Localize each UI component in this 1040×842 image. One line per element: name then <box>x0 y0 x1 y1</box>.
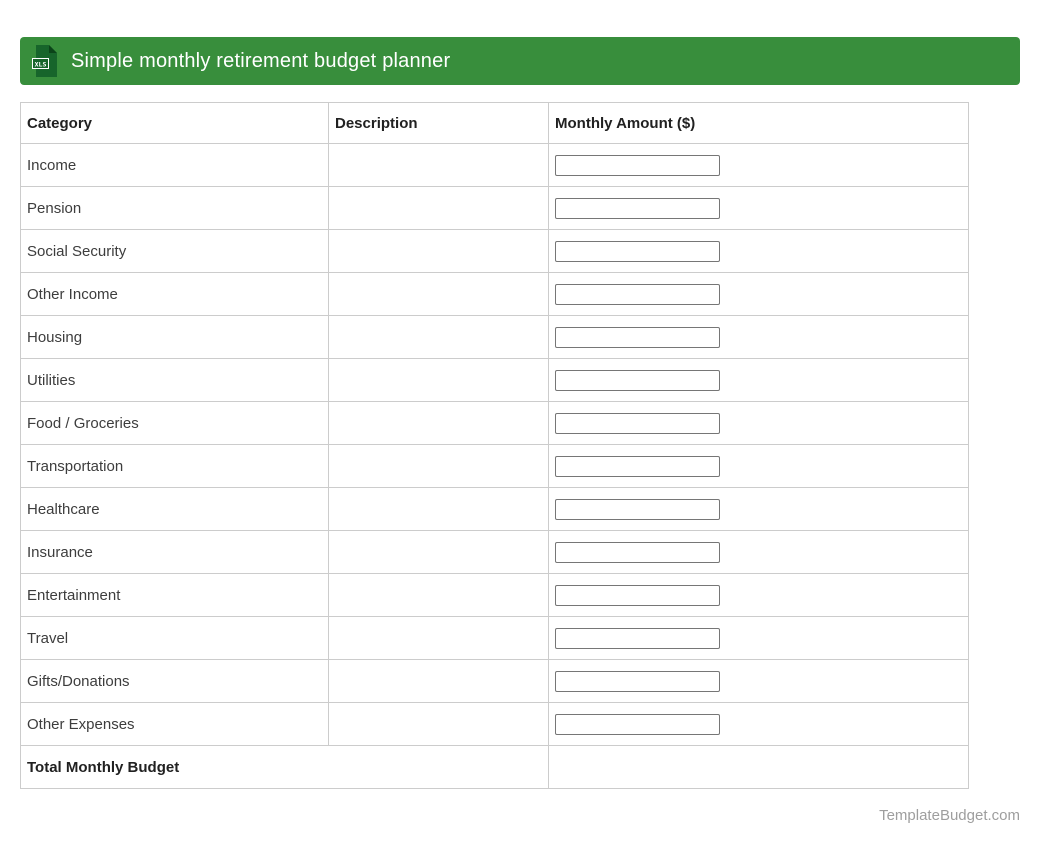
table-row: Healthcare <box>20 487 969 531</box>
amount-input[interactable] <box>555 369 720 391</box>
table-header-row: Category Description Monthly Amount ($) <box>20 102 969 144</box>
category-cell: Travel <box>20 616 329 660</box>
amount-cell <box>548 616 969 660</box>
category-cell: Housing <box>20 315 329 359</box>
budget-table: Category Description Monthly Amount ($) … <box>20 102 969 789</box>
amount-cell <box>548 358 969 402</box>
table-row: Gifts/Donations <box>20 659 969 703</box>
amount-input[interactable] <box>555 240 720 262</box>
table-row: Utilities <box>20 358 969 402</box>
page-title: Simple monthly retirement budget planner <box>71 49 451 72</box>
category-cell: Other Income <box>20 272 329 316</box>
amount-input[interactable] <box>555 627 720 649</box>
description-cell <box>328 401 549 445</box>
category-cell: Food / Groceries <box>20 401 329 445</box>
amount-input[interactable] <box>555 455 720 477</box>
category-cell: Gifts/Donations <box>20 659 329 703</box>
description-cell <box>328 530 549 574</box>
total-amount-cell <box>548 745 969 789</box>
amount-input[interactable] <box>555 670 720 692</box>
category-cell: Other Expenses <box>20 702 329 746</box>
table-row: Housing <box>20 315 969 359</box>
amount-input[interactable] <box>555 412 720 434</box>
amount-input[interactable] <box>555 541 720 563</box>
column-header-monthly-amount: Monthly Amount ($) <box>548 102 969 144</box>
header-bar: XLS Simple monthly retirement budget pla… <box>20 37 1020 85</box>
amount-cell <box>548 530 969 574</box>
description-cell <box>328 143 549 187</box>
amount-cell <box>548 573 969 617</box>
xls-icon-label: XLS <box>35 61 47 69</box>
amount-cell <box>548 315 969 359</box>
description-cell <box>328 444 549 488</box>
table-row: Food / Groceries <box>20 401 969 445</box>
description-cell <box>328 315 549 359</box>
description-cell <box>328 186 549 230</box>
amount-input[interactable] <box>555 713 720 735</box>
description-cell <box>328 616 549 660</box>
category-cell: Income <box>20 143 329 187</box>
amount-cell <box>548 186 969 230</box>
amount-cell <box>548 702 969 746</box>
description-cell <box>328 573 549 617</box>
amount-input[interactable] <box>555 584 720 606</box>
table-row: Entertainment <box>20 573 969 617</box>
table-row: Other Income <box>20 272 969 316</box>
total-row: Total Monthly Budget <box>20 745 969 789</box>
description-cell <box>328 659 549 703</box>
amount-cell <box>548 659 969 703</box>
amount-input[interactable] <box>555 197 720 219</box>
amount-cell <box>548 272 969 316</box>
amount-input[interactable] <box>555 283 720 305</box>
amount-cell <box>548 444 969 488</box>
amount-cell <box>548 401 969 445</box>
category-cell: Entertainment <box>20 573 329 617</box>
description-cell <box>328 487 549 531</box>
category-cell: Insurance <box>20 530 329 574</box>
category-cell: Pension <box>20 186 329 230</box>
xls-file-icon: XLS <box>32 45 57 77</box>
description-cell <box>328 702 549 746</box>
amount-input[interactable] <box>555 154 720 176</box>
amount-cell <box>548 229 969 273</box>
budget-table-body: Income Pension Social Security Other Inc… <box>20 143 969 746</box>
amount-input[interactable] <box>555 498 720 520</box>
footer: TemplateBudget.com <box>20 807 1020 824</box>
amount-cell <box>548 487 969 531</box>
category-cell: Transportation <box>20 444 329 488</box>
table-row: Insurance <box>20 530 969 574</box>
amount-input[interactable] <box>555 326 720 348</box>
description-cell <box>328 272 549 316</box>
total-label-cell: Total Monthly Budget <box>20 745 549 789</box>
column-header-category: Category <box>20 102 329 144</box>
table-row: Income <box>20 143 969 187</box>
table-row: Social Security <box>20 229 969 273</box>
category-cell: Social Security <box>20 229 329 273</box>
amount-cell <box>548 143 969 187</box>
table-row: Other Expenses <box>20 702 969 746</box>
description-cell <box>328 358 549 402</box>
category-cell: Healthcare <box>20 487 329 531</box>
column-header-description: Description <box>328 102 549 144</box>
category-cell: Utilities <box>20 358 329 402</box>
table-row: Pension <box>20 186 969 230</box>
footer-site-name: TemplateBudget.com <box>879 807 1020 824</box>
table-row: Transportation <box>20 444 969 488</box>
table-row: Travel <box>20 616 969 660</box>
description-cell <box>328 229 549 273</box>
